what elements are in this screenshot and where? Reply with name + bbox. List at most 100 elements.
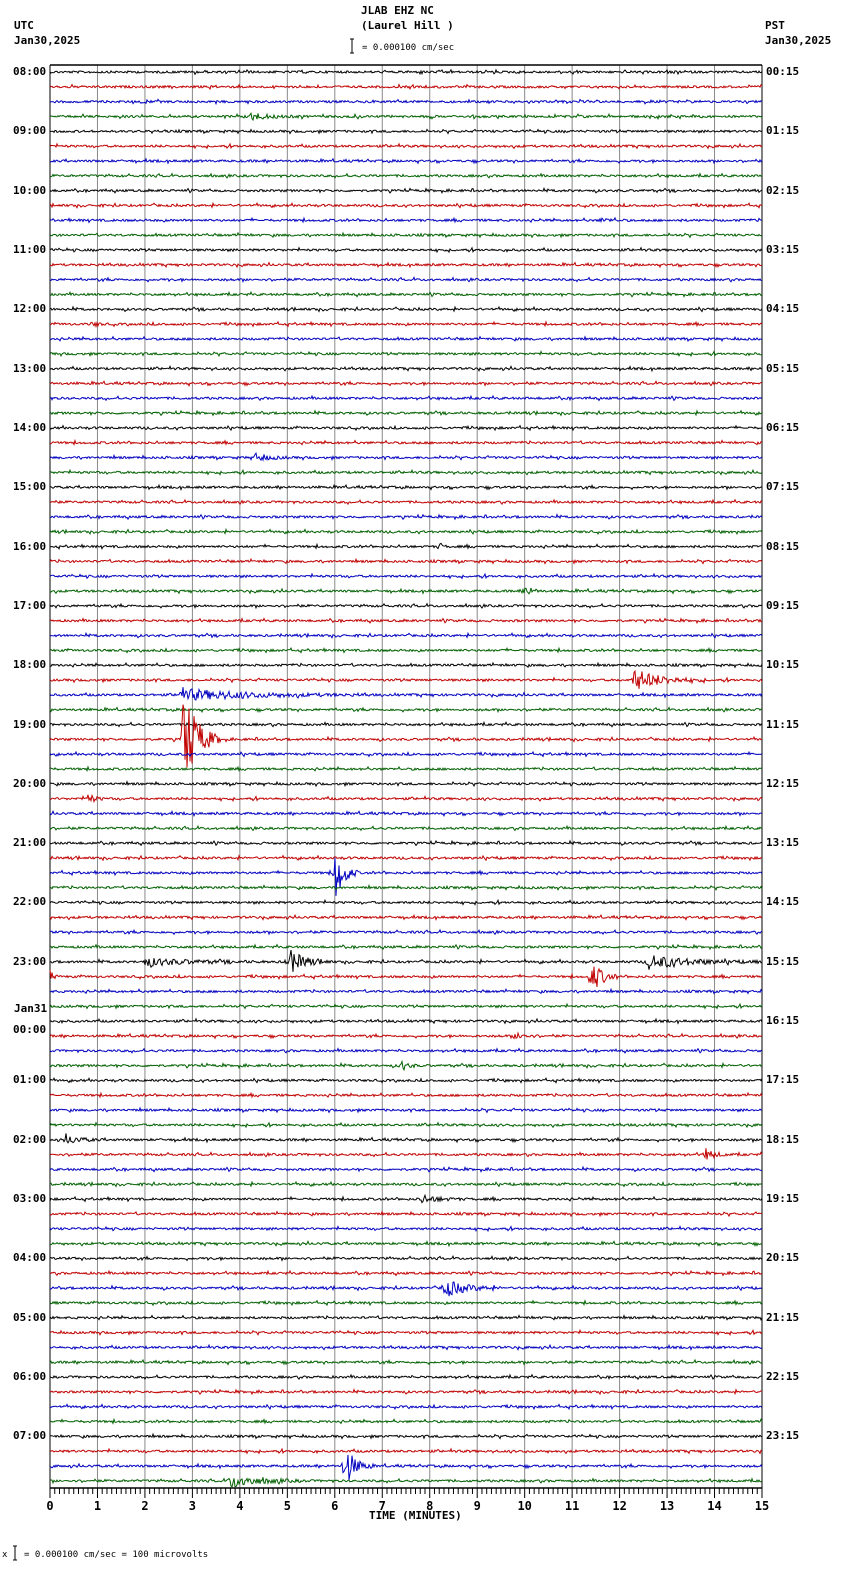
seismic-trace xyxy=(49,950,763,972)
pst-hour-label: 18:15 xyxy=(766,1132,800,1146)
pst-hour-label: 03:15 xyxy=(766,242,800,256)
seismic-trace xyxy=(49,1343,763,1352)
utc-hour-label: 23:00 xyxy=(13,954,47,968)
seismic-trace xyxy=(49,913,763,921)
pst-hour-label: 12:15 xyxy=(766,776,800,790)
svg-text:4: 4 xyxy=(236,1499,243,1513)
seismic-trace xyxy=(49,305,763,313)
pst-hour-label: 20:15 xyxy=(766,1251,800,1265)
svg-text:6: 6 xyxy=(331,1499,338,1513)
svg-text:0: 0 xyxy=(46,1499,53,1513)
seismic-trace xyxy=(49,854,762,862)
utc-hour-label: 06:00 xyxy=(13,1370,47,1384)
svg-text:1: 1 xyxy=(94,1499,101,1513)
seismic-trace xyxy=(49,687,763,701)
seismic-trace xyxy=(49,438,763,446)
seismic-trace xyxy=(49,943,763,951)
svg-text:7: 7 xyxy=(379,1499,386,1513)
utc-hour-label: 17:00 xyxy=(13,598,47,612)
seismic-trace xyxy=(49,157,763,165)
seismic-trace xyxy=(49,1358,763,1366)
footer-marker: x xyxy=(2,1550,8,1560)
pst-hour-label: 09:15 xyxy=(766,598,800,612)
seismic-trace xyxy=(49,780,763,788)
seismic-trace xyxy=(49,1180,763,1188)
seismic-trace xyxy=(49,1047,763,1054)
svg-text:11: 11 xyxy=(565,1499,579,1513)
seismic-trace xyxy=(49,1002,763,1010)
seismic-trace xyxy=(49,1314,763,1321)
utc-hour-label: 12:00 xyxy=(13,302,47,316)
seismic-trace xyxy=(49,1031,763,1040)
utc-hour-label: 09:00 xyxy=(13,124,47,138)
seismic-trace xyxy=(49,409,763,417)
scale-legend-top: = 0.000100 cm/sec xyxy=(362,43,455,53)
pst-hour-label: 16:15 xyxy=(766,1014,800,1028)
seismic-trace xyxy=(49,542,763,551)
seismic-trace xyxy=(49,720,763,728)
utc-hour-label: 18:00 xyxy=(13,658,47,672)
svg-text:12: 12 xyxy=(612,1499,626,1513)
seismic-trace xyxy=(49,246,763,254)
pst-hour-label: 06:15 xyxy=(766,420,800,434)
seismic-trace xyxy=(49,1388,763,1396)
left-date: Jan30,2025 xyxy=(14,34,81,47)
pst-hour-label: 14:15 xyxy=(766,895,800,909)
seismic-trace xyxy=(49,839,763,847)
seismic-trace xyxy=(49,216,763,224)
seismic-trace xyxy=(49,704,763,768)
seismic-trace xyxy=(49,1077,763,1084)
seismic-trace xyxy=(49,231,763,239)
utc-hour-label: 15:00 xyxy=(13,480,47,494)
utc-hour-label: 08:00 xyxy=(13,65,47,78)
seismic-trace xyxy=(49,276,763,283)
seismic-trace xyxy=(49,966,763,987)
seismic-trace xyxy=(49,83,763,91)
pst-hour-label: 00:15 xyxy=(766,65,800,78)
seismic-trace xyxy=(49,142,763,150)
pst-hour-label: 02:15 xyxy=(766,183,800,197)
seismic-trace xyxy=(49,452,763,462)
right-timezone: PST xyxy=(765,19,785,32)
station-title: JLAB EHZ NC xyxy=(361,4,434,17)
pst-hour-label: 15:15 xyxy=(766,954,800,968)
pst-hour-label: 21:15 xyxy=(766,1310,800,1324)
seismic-trace xyxy=(49,587,763,595)
utc-hour-label: 10:00 xyxy=(13,183,47,197)
seismic-trace xyxy=(49,824,763,832)
utc-hour-label: 02:00 xyxy=(13,1132,47,1146)
pst-hour-label: 05:15 xyxy=(766,361,800,375)
pst-hour-label: 01:15 xyxy=(766,124,800,138)
seismic-trace xyxy=(49,1432,763,1440)
pst-hour-label: 17:15 xyxy=(766,1073,800,1087)
seismic-trace xyxy=(49,424,763,432)
seismic-trace xyxy=(49,987,763,995)
day-change-label: Jan31 xyxy=(14,1002,48,1015)
seismic-trace xyxy=(49,98,763,106)
utc-hour-label: 13:00 xyxy=(13,361,47,375)
svg-text:2: 2 xyxy=(141,1499,148,1513)
seismic-trace xyxy=(49,365,763,373)
seismic-trace xyxy=(49,1299,763,1307)
seismic-trace xyxy=(49,1165,762,1173)
scale-legend-bottom: = 0.000100 cm/sec = 100 microvolts xyxy=(24,1550,209,1560)
utc-hour-label: 16:00 xyxy=(13,539,47,553)
seismic-trace xyxy=(49,468,763,476)
seismic-trace xyxy=(49,928,763,936)
seismic-trace xyxy=(49,498,763,506)
utc-hour-label: 05:00 xyxy=(13,1310,47,1324)
seismic-trace xyxy=(49,1269,763,1277)
seismic-trace xyxy=(49,706,763,714)
svg-text:8: 8 xyxy=(426,1499,433,1513)
utc-hour-label: 21:00 xyxy=(13,836,47,850)
pst-hour-label: 07:15 xyxy=(766,480,800,494)
seismic-trace xyxy=(49,883,763,891)
seismic-trace xyxy=(49,1240,763,1248)
seismic-trace xyxy=(49,1210,763,1218)
seismic-trace xyxy=(49,750,763,758)
seismic-trace xyxy=(49,557,763,565)
seismic-trace xyxy=(49,1091,763,1099)
pst-hour-label: 23:15 xyxy=(766,1429,800,1443)
seismic-trace xyxy=(49,1417,763,1425)
utc-hour-label: 14:00 xyxy=(13,420,47,434)
